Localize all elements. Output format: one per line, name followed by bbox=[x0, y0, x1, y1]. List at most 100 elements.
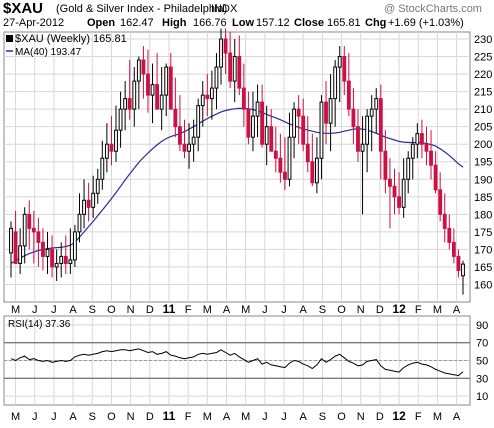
rsi-x-label: F bbox=[415, 411, 422, 423]
open-value: 162.47 bbox=[120, 17, 154, 29]
price-x-label: A bbox=[69, 304, 77, 316]
rsi-axis-tick-label: 70 bbox=[476, 338, 488, 350]
candle-body bbox=[59, 255, 64, 264]
candle-body bbox=[141, 59, 146, 75]
candle bbox=[41, 228, 45, 271]
price-x-label: J bbox=[262, 304, 268, 316]
candle bbox=[178, 95, 182, 152]
candle-body bbox=[397, 196, 401, 208]
candle bbox=[191, 119, 196, 162]
candle-body bbox=[18, 245, 23, 264]
candle bbox=[159, 67, 164, 131]
candle-body bbox=[461, 263, 465, 277]
candle bbox=[59, 242, 64, 278]
candle bbox=[22, 207, 27, 264]
candle-body bbox=[365, 115, 370, 145]
rsi-x-label: M bbox=[11, 411, 20, 423]
candle bbox=[314, 137, 319, 194]
price-axis-tick-label: 160 bbox=[474, 279, 492, 291]
candle-body bbox=[429, 150, 433, 166]
open-label: Open bbox=[87, 17, 115, 29]
rsi-x-label: J bbox=[32, 411, 38, 423]
candle-body bbox=[132, 80, 137, 110]
candle-body bbox=[451, 241, 456, 257]
rsi-x-label: M bbox=[203, 411, 212, 423]
rsi-x-label: A bbox=[453, 411, 461, 423]
candle bbox=[342, 46, 347, 96]
candle bbox=[438, 172, 443, 222]
candle bbox=[205, 74, 210, 117]
candle bbox=[209, 70, 214, 120]
price-x-label: S bbox=[89, 304, 96, 316]
candle bbox=[50, 235, 55, 278]
candle-body bbox=[68, 259, 73, 264]
price-axis-tick-label: 220 bbox=[474, 69, 492, 81]
candle-body bbox=[178, 126, 182, 145]
candle bbox=[13, 210, 18, 264]
price-x-label: D bbox=[376, 304, 384, 316]
candle-body bbox=[104, 143, 109, 159]
candle bbox=[241, 63, 246, 127]
rsi-x-label: D bbox=[376, 411, 384, 423]
chg-label-text: Chg bbox=[365, 17, 387, 29]
candle bbox=[104, 123, 109, 173]
candle-body bbox=[383, 150, 388, 180]
candle bbox=[328, 74, 333, 152]
candle bbox=[200, 81, 205, 127]
candle-body bbox=[182, 143, 187, 152]
candle-body bbox=[342, 56, 347, 82]
candle-body bbox=[86, 199, 91, 208]
price-axis-tick-label: 165 bbox=[474, 262, 492, 274]
candle bbox=[433, 151, 438, 194]
price-x-label: F bbox=[415, 304, 422, 316]
legend-ma-label: MA(40) 193.47 bbox=[15, 47, 82, 58]
rsi-axis-tick-label: 90 bbox=[476, 320, 488, 332]
candle bbox=[196, 98, 201, 152]
price-axis-tick-label: 200 bbox=[474, 139, 492, 151]
candle bbox=[73, 224, 77, 267]
price-axis-tick-label: 225 bbox=[474, 52, 492, 64]
legend-price-label: $XAU (Weekly) 165.81 bbox=[15, 33, 127, 45]
candle bbox=[378, 84, 383, 180]
candle bbox=[100, 140, 105, 190]
candle-body bbox=[388, 178, 392, 187]
candle-body bbox=[237, 56, 242, 89]
rsi-x-label: O bbox=[337, 411, 346, 423]
price-axis-tick-label: 180 bbox=[474, 209, 492, 221]
candle bbox=[54, 249, 59, 281]
candle bbox=[410, 137, 415, 180]
candle bbox=[365, 109, 370, 173]
price-axis-tick-label: 175 bbox=[474, 227, 492, 239]
rsi-legend-label: RSI(14) 37.36 bbox=[8, 319, 71, 330]
candle-body bbox=[456, 255, 461, 271]
candle-body bbox=[123, 98, 128, 110]
price-axis-tick-label: 205 bbox=[474, 122, 492, 134]
candle-body bbox=[63, 255, 68, 264]
candle bbox=[264, 105, 269, 166]
candle-body bbox=[410, 143, 415, 159]
candle-body bbox=[269, 126, 274, 152]
rsi-x-label: 12 bbox=[392, 409, 406, 423]
candle-body bbox=[114, 129, 118, 152]
rsi-x-label: D bbox=[146, 411, 154, 423]
legend-swatch-price bbox=[6, 35, 13, 42]
low-label: Low bbox=[232, 17, 254, 29]
candle-body bbox=[214, 66, 219, 89]
candle-body bbox=[196, 105, 201, 138]
candle bbox=[77, 193, 82, 243]
candle-body bbox=[406, 157, 411, 180]
price-x-label: J bbox=[32, 304, 38, 316]
candle bbox=[141, 46, 146, 99]
rsi-x-label: S bbox=[89, 411, 96, 423]
candle-body bbox=[118, 108, 123, 131]
price-x-label: M bbox=[11, 304, 20, 316]
candle-body bbox=[351, 108, 356, 128]
rsi-x-label: N bbox=[127, 411, 135, 423]
candle bbox=[461, 260, 465, 295]
candle-body bbox=[164, 66, 169, 96]
candle-body bbox=[296, 108, 301, 117]
price-x-label: M bbox=[241, 304, 250, 316]
candle bbox=[251, 91, 255, 152]
price-x-label: F bbox=[185, 304, 192, 316]
